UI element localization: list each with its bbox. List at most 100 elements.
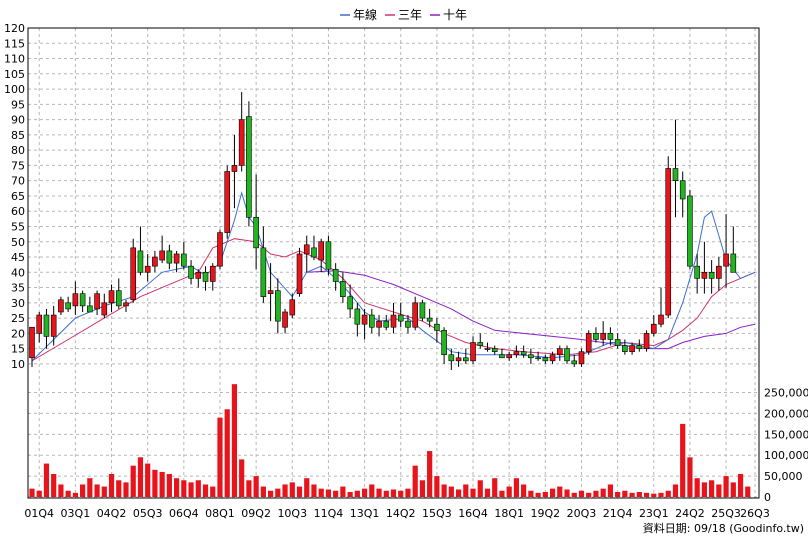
volume-bars	[29, 384, 751, 497]
candle-body	[679, 180, 686, 200]
candle-body	[535, 357, 541, 360]
candle-body	[730, 253, 737, 273]
legend-label: 三年	[398, 8, 422, 22]
candle-body	[354, 308, 361, 325]
x-tick-label: 26Q3	[740, 507, 770, 520]
x-tick-label: 13Q1	[350, 507, 380, 520]
volume-bar	[593, 490, 599, 497]
volume-bar	[687, 457, 693, 497]
volume-bar	[101, 486, 107, 497]
x-tick-label: 05Q3	[133, 507, 163, 520]
candle-body	[267, 290, 274, 294]
candle-body	[376, 320, 382, 328]
x-tick-label: 08Q1	[205, 507, 235, 520]
x-tick-label: 18Q1	[494, 507, 524, 520]
x-tick-label: 16Q4	[458, 507, 488, 520]
candle-body	[123, 302, 129, 307]
candle-body	[383, 320, 390, 328]
price-candles	[29, 92, 737, 370]
candle-body	[173, 253, 180, 264]
volume-bar	[159, 471, 165, 497]
price-tick-label: 65	[11, 190, 25, 203]
candle-body	[282, 311, 288, 328]
candle-body	[108, 290, 115, 304]
price-tick-label: 100	[4, 83, 25, 96]
candle-body	[614, 339, 621, 346]
candle-body	[188, 265, 194, 279]
x-tick-label: 06Q4	[169, 507, 199, 520]
candle-body	[311, 247, 317, 258]
volume-bar	[296, 486, 303, 497]
volume-bar	[383, 490, 389, 497]
volume-bar	[521, 484, 527, 497]
candle-body	[477, 342, 484, 346]
x-tick-label: 23Q1	[639, 507, 669, 520]
volume-bar	[730, 482, 736, 497]
candle-body	[209, 265, 216, 282]
volume-bar	[325, 489, 332, 497]
volume-bar	[166, 474, 172, 497]
candle-body	[585, 333, 592, 352]
x-tick-label: 14Q2	[386, 507, 416, 520]
candle-body	[520, 351, 527, 356]
volume-bar	[195, 480, 201, 497]
volume-bar	[549, 488, 556, 497]
volume-bar	[506, 486, 512, 497]
volume-bar	[94, 484, 100, 497]
volume-bar	[361, 488, 368, 497]
volume-bar	[737, 474, 744, 497]
x-tick-label: 01Q4	[24, 507, 54, 520]
legend-label: 十年	[443, 8, 467, 22]
legend-label: 年線	[353, 7, 377, 22]
volume-bar	[564, 489, 570, 497]
volume-tick-label: 50,000	[764, 470, 803, 483]
candle-body	[159, 250, 165, 261]
volume-bar	[376, 488, 382, 497]
candle-body	[101, 302, 108, 316]
candle-body	[296, 253, 303, 294]
x-tick-label: 03Q1	[61, 507, 91, 520]
price-tick-label: 40	[11, 266, 25, 279]
volume-bar	[210, 486, 216, 497]
candle-body	[347, 296, 353, 310]
volume-bar	[354, 490, 360, 497]
volume-bar	[419, 480, 426, 497]
candle-body	[195, 271, 202, 279]
volume-bar	[680, 423, 686, 497]
candle-body	[231, 165, 238, 172]
volume-bar	[412, 465, 418, 497]
candle-body	[528, 354, 534, 359]
volume-bar	[246, 480, 252, 497]
candle-body	[224, 171, 231, 233]
candle-body	[166, 250, 173, 264]
candle-body	[152, 256, 158, 267]
candle-body	[643, 333, 650, 349]
volume-bar	[665, 490, 671, 497]
candle-body	[672, 168, 679, 181]
price-tick-label: 90	[11, 114, 25, 127]
volume-bar	[333, 490, 339, 497]
candle-body	[29, 326, 35, 359]
candle-body	[448, 354, 455, 362]
x-tick-label: 25Q3	[711, 507, 741, 520]
candle-body	[65, 302, 71, 310]
candle-body	[593, 333, 599, 340]
volume-bar	[174, 478, 180, 497]
candle-body	[238, 119, 245, 166]
volume-bar	[217, 417, 223, 497]
x-tick-label: 11Q4	[314, 507, 344, 520]
volume-bar	[231, 384, 238, 497]
gridlines	[28, 27, 759, 498]
volume-bar	[108, 474, 115, 497]
candle-body	[390, 314, 397, 328]
volume-tick-label: 200,000	[764, 407, 808, 420]
volume-bar	[80, 484, 86, 497]
legend: 年線 三年 十年	[340, 7, 467, 22]
volume-bar	[145, 463, 151, 497]
volume-bar	[455, 489, 462, 497]
candle-body	[412, 302, 418, 328]
price-tick-label: 45	[11, 251, 25, 264]
candle-body	[202, 271, 209, 282]
volume-bar	[535, 492, 541, 497]
volume-bar	[239, 459, 245, 497]
